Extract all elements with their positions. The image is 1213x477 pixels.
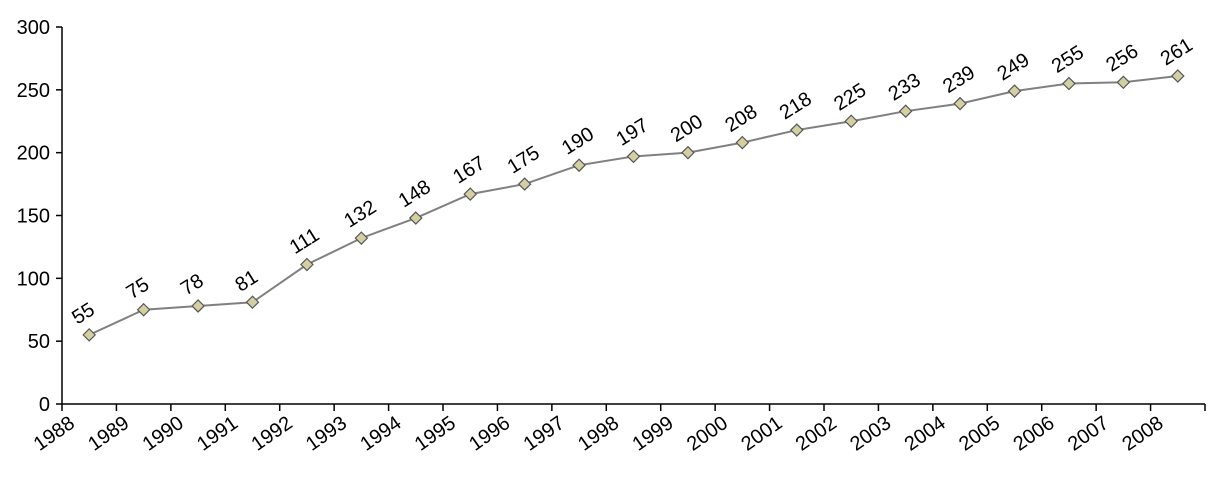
data-label: 78: [177, 270, 208, 300]
data-point: [681, 145, 695, 160]
data-label: 200: [667, 111, 707, 147]
data-label: 190: [558, 123, 598, 159]
data-point: [191, 299, 205, 313]
data-label: 75: [123, 274, 154, 304]
x-tick-label: 2002: [792, 412, 841, 456]
data-label: 55: [68, 299, 99, 329]
y-tick-label: 50: [28, 331, 50, 353]
x-tick-label: 1994: [356, 412, 405, 456]
x-tick-label: 2005: [955, 412, 1004, 456]
data-point: [844, 114, 859, 129]
x-tick-label: 2000: [683, 412, 732, 456]
x-tick-label: 1995: [411, 412, 460, 456]
data-label: 81: [231, 266, 262, 296]
y-axis: 0 50 100 150 200 250 300: [17, 17, 63, 416]
data-point: [1116, 75, 1131, 90]
data-point: [1062, 76, 1076, 91]
x-axis: 1988 1989 1990 1991 1992 1993 1994 1995 1996 1997…: [30, 403, 1206, 456]
x-tick-label: 2001: [737, 412, 786, 456]
data-label: 256: [1102, 40, 1142, 76]
data-label: 208: [721, 101, 761, 137]
data-label: 175: [504, 142, 544, 178]
series-group: [82, 69, 1185, 342]
x-tick-label: 1993: [302, 412, 351, 456]
y-tick-label: 0: [39, 394, 50, 416]
y-tick-label: 300: [17, 17, 50, 39]
x-tick-label: 2004: [901, 412, 950, 456]
data-point: [463, 187, 478, 201]
data-point: [1170, 69, 1185, 83]
data-point: [735, 135, 750, 150]
x-tick-label: 2008: [1118, 412, 1167, 456]
data-point: [82, 328, 97, 342]
y-tick-label: 250: [17, 80, 50, 102]
data-label: 197: [612, 114, 652, 150]
data-label: 249: [993, 49, 1033, 85]
data-point: [626, 149, 641, 164]
data-label: 225: [830, 79, 870, 115]
y-tick-label: 100: [17, 268, 50, 290]
data-point: [572, 158, 586, 173]
y-tick-label: 200: [17, 143, 50, 165]
x-tick-label: 1991: [193, 412, 242, 456]
data-label: 261: [1157, 34, 1197, 70]
data-point: [517, 177, 532, 191]
x-tick-label: 1992: [248, 412, 297, 456]
data-label: 148: [395, 176, 435, 212]
data-point: [354, 231, 369, 245]
data-point: [1007, 84, 1022, 98]
data-point: [898, 104, 913, 119]
data-label: 111: [286, 224, 323, 259]
data-label: 233: [885, 69, 925, 105]
x-tick-label: 1990: [139, 412, 188, 456]
x-tick-label: 1988: [30, 412, 79, 456]
y-tick-label: 150: [17, 206, 50, 228]
data-labels: 55 75 78 81 111 132 148 167 175 190 197 200 208 218 22…: [68, 34, 1197, 329]
x-tick-label: 1996: [465, 412, 514, 456]
data-label: 239: [939, 62, 979, 98]
data-point: [136, 302, 151, 317]
data-point: [245, 295, 260, 310]
x-tick-label: 2006: [1010, 412, 1059, 456]
data-label: 218: [776, 88, 816, 124]
x-tick-label: 1997: [520, 412, 569, 456]
data-label: 167: [449, 152, 489, 188]
data-label: 132: [340, 196, 380, 232]
data-label: 255: [1048, 41, 1088, 77]
data-point: [408, 211, 423, 225]
x-tick-label: 2003: [846, 412, 895, 456]
x-tick-label: 1998: [574, 412, 623, 456]
x-tick-label: 1999: [629, 412, 678, 456]
x-tick-label: 2007: [1064, 412, 1113, 456]
data-point: [300, 257, 314, 272]
data-point: [789, 123, 804, 137]
x-tick-label: 1989: [84, 412, 133, 456]
data-point: [953, 96, 967, 111]
